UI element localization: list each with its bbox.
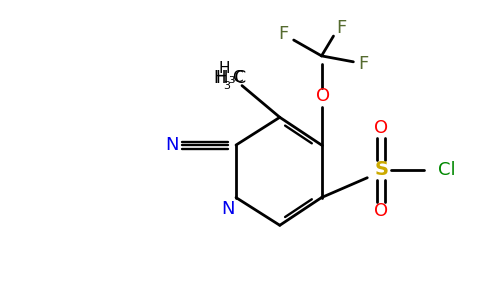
Text: O: O: [374, 202, 388, 220]
Text: 3: 3: [223, 81, 230, 91]
Text: N: N: [221, 200, 235, 218]
Text: Cl: Cl: [438, 161, 455, 179]
Text: N: N: [166, 136, 179, 154]
Text: C: C: [232, 70, 242, 85]
Text: F: F: [279, 25, 289, 43]
Text: ₃C: ₃C: [228, 69, 246, 87]
Text: H: H: [213, 69, 226, 87]
Text: O: O: [317, 86, 331, 104]
Text: F: F: [336, 19, 347, 37]
Text: H: H: [215, 69, 228, 87]
Text: S: S: [374, 160, 388, 179]
Text: O: O: [374, 119, 388, 137]
Text: H: H: [219, 61, 230, 76]
Text: F: F: [358, 55, 368, 73]
